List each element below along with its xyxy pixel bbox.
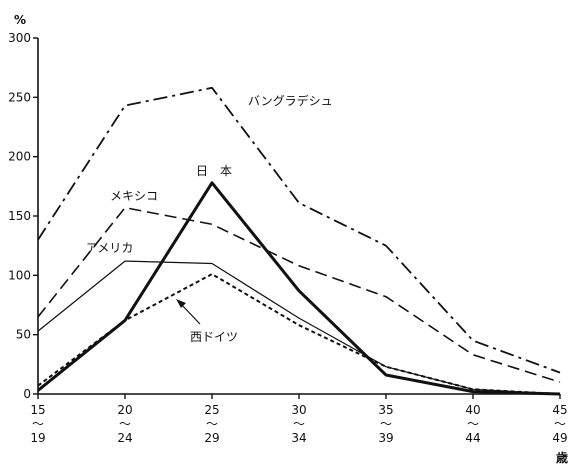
series-label-mexico: メキシコ [110,189,158,203]
x-tick-label-separator: 〜 [32,417,44,431]
series-label-usa: アメリカ [86,241,133,255]
y-unit-label: % [14,13,26,27]
west-germany-pointer-arrowhead [176,299,186,308]
west-germany-pointer-arrow [179,302,201,325]
series-label-japan: 日 本 [196,164,232,178]
x-tick-label-start: 20 [117,403,132,417]
x-tick-label-start: 30 [291,403,306,417]
series-line-2 [37,181,561,396]
x-tick-label-separator: 〜 [293,417,305,431]
x-tick-label-start: 35 [378,403,393,417]
x-tick-label-separator: 〜 [380,417,392,431]
x-unit-label: 歳 [556,450,568,465]
y-tick-label: 300 [8,31,31,45]
y-tick-label: 100 [8,268,31,282]
x-tick-label-separator: 〜 [119,417,131,431]
series-line-4 [37,273,561,395]
x-tick-label-start: 40 [465,403,480,417]
y-tick-label: 200 [8,150,31,164]
x-tick-label-end: 34 [291,431,306,445]
y-tick-label: 0 [23,387,31,401]
x-tick-label-separator: 〜 [554,417,566,431]
x-tick-label-start: 25 [204,403,219,417]
x-tick-label-end: 29 [204,431,219,445]
x-tick-label-separator: 〜 [467,417,479,431]
series-line-1 [37,206,561,383]
x-tick-label-end: 39 [378,431,393,445]
x-tick-label-end: 19 [30,431,45,445]
series-label-west-germany: 西ドイツ [190,330,238,344]
x-tick-label-separator: 〜 [206,417,218,431]
y-ticks: 0 50 100 150 200 250 300 [8,31,38,401]
x-tick-label-end: 49 [552,431,567,445]
x-tick-label-end: 44 [465,431,480,445]
y-tick-label: 150 [8,209,31,223]
y-tick-label: 50 [16,328,31,342]
x-tick-label-start: 45 [552,403,567,417]
x-tick-label-start: 15 [30,403,45,417]
series-line-0 [37,86,561,374]
series-lines [37,86,561,396]
series-label-bangladesh: バングラデシュ [248,93,333,108]
x-tick-label-end: 24 [117,431,132,445]
y-tick-label: 250 [8,90,31,104]
